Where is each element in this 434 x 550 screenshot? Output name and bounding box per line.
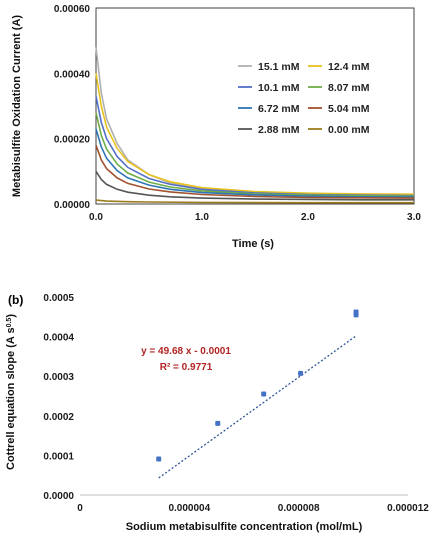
legend: 15.1 mM 12.4 mM 10.1 mM 8.07 mM 6.72 mM 5.04 … <box>238 61 370 136</box>
y-tick-label: 0.0005 <box>43 293 74 304</box>
plot-area-border <box>95 7 415 205</box>
legend-label-2: 10.1 mM <box>258 82 300 94</box>
legend-label-0: 15.1 mM <box>258 61 300 73</box>
x-tick-label: 0 <box>77 503 83 514</box>
series-line-1 <box>95 73 415 195</box>
x-tick-label: 0.000004 <box>168 503 210 514</box>
legend-label-6: 2.88 mM <box>258 124 300 136</box>
legend-label-3: 8.07 mM <box>328 82 370 94</box>
y-tick-label: 0.0000 <box>43 491 74 502</box>
x-tick-labels: 0.0 1.0 2.0 3.0 <box>89 212 421 223</box>
y-tick-label: 0.0001 <box>43 451 74 462</box>
data-point-2 <box>261 391 267 397</box>
y-tick-label: 0.00000 <box>54 200 91 211</box>
y-axis-title: Metabisulfite Oxidation Current (A) <box>11 15 23 197</box>
y-tick-label: 0.00040 <box>54 69 91 80</box>
trendline-equation: y = 49.68 x - 0.0001 <box>141 346 231 357</box>
legend-label-1: 12.4 mM <box>328 61 370 73</box>
legend-label-4: 6.72 mM <box>258 103 300 115</box>
y-tick-label: 0.0004 <box>43 333 74 344</box>
y-tick-label: 0.00060 <box>54 4 91 15</box>
x-axis-title: Sodium metabisulfite concentration (mol/… <box>126 521 363 533</box>
data-points <box>156 309 359 462</box>
cottrell-slope-chart: (b) 0.0000 0.0001 0.0002 0.0003 0.0004 0.0005… <box>5 293 429 533</box>
x-tick-labels: 0 0.000004 0.000008 0.000012 <box>77 503 429 514</box>
data-point-0 <box>156 456 162 462</box>
series-line-3 <box>95 112 415 197</box>
data-point-3 <box>298 370 304 376</box>
current-vs-time-chart: 0.00000 0.00020 0.00040 0.00060 0.0 1.0 2.0 3.… <box>11 4 421 250</box>
data-point-5 <box>353 309 359 315</box>
series-line-6 <box>95 170 414 201</box>
x-tick-label: 0.000008 <box>278 503 320 514</box>
y-tick-labels: 0.0000 0.0001 0.0002 0.0003 0.0004 0.0005 <box>43 293 74 502</box>
legend-label-5: 5.04 mM <box>328 103 370 115</box>
x-tick-label: 1.0 <box>195 212 209 223</box>
legend-label-7: 0.00 mM <box>328 124 370 136</box>
x-tick-label: 2.0 <box>301 212 315 223</box>
y-axis-title-main: Cottrell equation slope (A s <box>5 327 17 470</box>
x-tick-label: 0.0 <box>89 212 103 223</box>
r-squared-label: R² = 0.9771 <box>160 362 213 373</box>
y-tick-label: 0.0003 <box>43 372 74 383</box>
data-point-1 <box>215 420 221 426</box>
series-line-4 <box>95 128 415 198</box>
series-line-7 <box>95 199 414 204</box>
y-tick-labels: 0.00000 0.00020 0.00040 0.00060 <box>54 4 91 211</box>
x-tick-label: 3.0 <box>407 212 421 223</box>
trendline <box>158 335 357 479</box>
y-axis-title: Cottrell equation slope (A s0.5) <box>5 314 17 470</box>
y-axis-title-end: ) <box>5 314 17 318</box>
y-tick-label: 0.0002 <box>43 412 74 423</box>
y-axis-title-exponent: 0.5 <box>6 318 13 328</box>
series-lines <box>95 47 415 204</box>
x-tick-label: 0.000012 <box>387 503 429 514</box>
y-tick-label: 0.00020 <box>54 135 91 146</box>
x-axis-title: Time (s) <box>232 238 274 250</box>
panel-label-b: (b) <box>8 293 23 307</box>
series-line-5 <box>95 144 415 199</box>
